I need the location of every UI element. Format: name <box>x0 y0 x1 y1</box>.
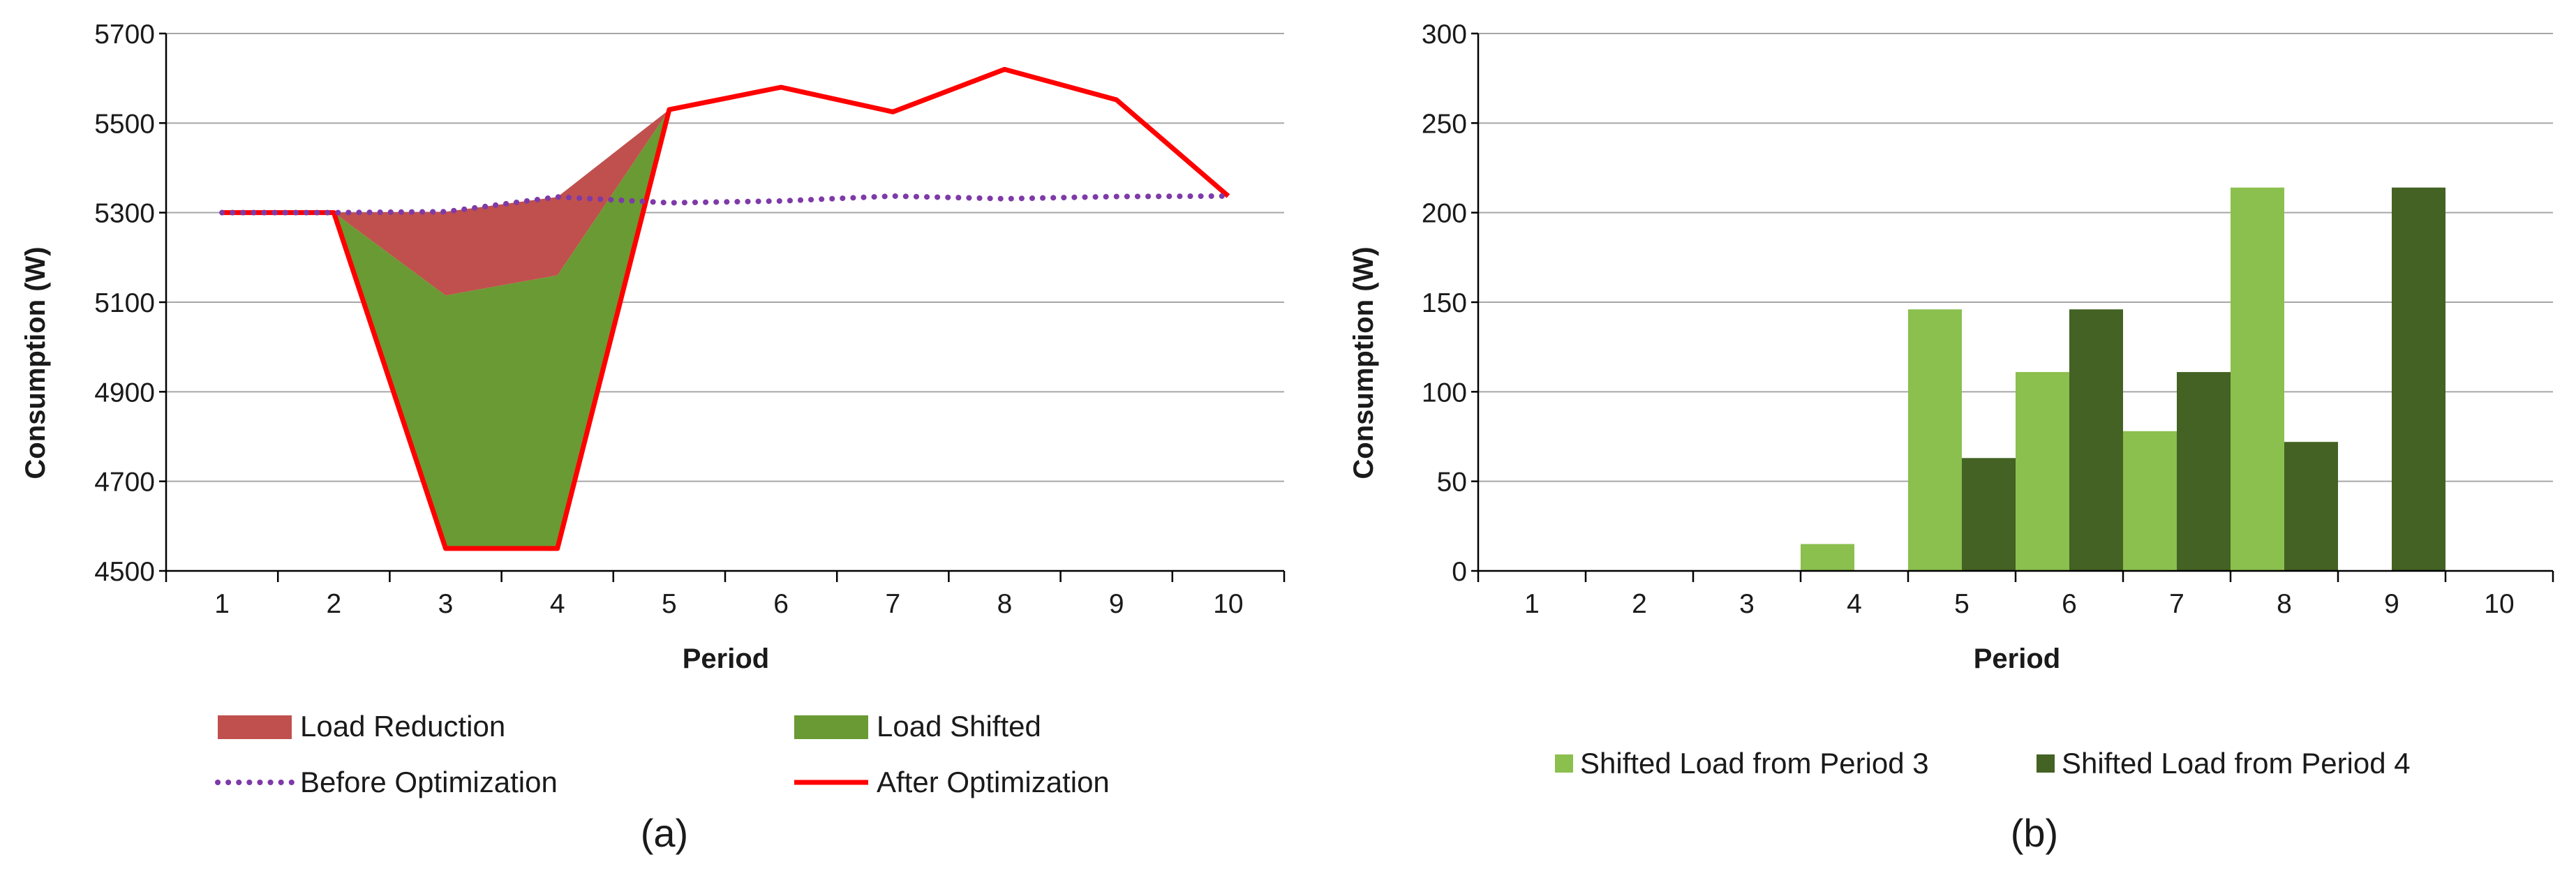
chart-b-x-tick-label: 5 <box>1954 589 1970 619</box>
chart-b-y-tick-labels: 0 50 100 150 200 250 300 <box>1422 20 1467 587</box>
chart-a-x-tick-label: 9 <box>1109 589 1124 619</box>
before-optimization-line <box>219 193 1231 216</box>
bar-shifted-from-period-4 <box>1962 458 2016 571</box>
chart-b-bars <box>1801 187 2445 571</box>
chart-a-legend: Load Reduction Load Shifted Before Optim… <box>215 710 1110 798</box>
legend-item-before-optimization[interactable]: Before Optimization <box>215 766 558 798</box>
chart-b-x-tick-labels: 1 2 3 4 5 6 7 8 9 10 <box>1524 589 2515 619</box>
legend-item-shifted-from-period-3[interactable]: Shifted Load from Period 3 <box>1555 747 1929 780</box>
legend-swatch-load-reduction <box>218 715 292 739</box>
chart-b-x-tick-label: 9 <box>2384 589 2399 619</box>
chart-b-y-tick-label: 250 <box>1422 109 1467 139</box>
load-reduction-area <box>334 110 669 296</box>
chart-b-y-tick-label: 100 <box>1422 378 1467 408</box>
bar-shifted-from-period-4 <box>2177 372 2231 571</box>
chart-a-y-tick-label: 4700 <box>94 468 155 498</box>
legend-label-before-optimization: Before Optimization <box>300 766 558 798</box>
legend-item-load-shifted[interactable]: Load Shifted <box>794 710 1041 743</box>
chart-a-lines <box>219 66 1231 551</box>
chart-b-x-axis-title: Period <box>1974 643 2060 674</box>
chart-a-axes <box>159 32 1286 582</box>
bar-shifted-from-period-4 <box>2392 187 2445 571</box>
chart-a-x-tick-label: 4 <box>550 589 565 619</box>
chart-a-x-tick-label: 10 <box>1213 589 1243 619</box>
chart-a-y-tick-label: 4500 <box>94 557 155 587</box>
chart-b-panel-label: (b) <box>2011 811 2058 855</box>
chart-a-x-tick-label: 3 <box>438 589 454 619</box>
chart-b-y-tick-label: 300 <box>1422 20 1467 50</box>
chart-b-axes <box>1471 32 2554 582</box>
chart-b-x-tick-label: 4 <box>1847 589 1862 619</box>
chart-b-x-tick-label: 1 <box>1524 589 1540 619</box>
legend-swatch-load-shifted <box>794 715 868 739</box>
chart-a-x-tick-label: 8 <box>997 589 1013 619</box>
chart-a-x-tick-label: 5 <box>662 589 677 619</box>
bar-shifted-from-period-3 <box>2016 372 2069 571</box>
legend-item-after-optimization[interactable]: After Optimization <box>794 766 1110 798</box>
legend-item-load-reduction[interactable]: Load Reduction <box>218 710 505 743</box>
bar-shifted-from-period-4 <box>2284 442 2338 571</box>
legend-label-shifted-from-period-4: Shifted Load from Period 4 <box>2062 747 2411 780</box>
chart-a-y-tick-label: 5100 <box>94 288 155 318</box>
legend-label-shifted-from-period-3: Shifted Load from Period 3 <box>1580 747 1929 780</box>
chart-b-x-tick-label: 3 <box>1739 589 1755 619</box>
bar-shifted-from-period-3 <box>2231 187 2284 571</box>
chart-b-y-tick-label: 50 <box>1437 468 1467 498</box>
chart-b-y-tick-label: 200 <box>1422 199 1467 229</box>
chart-b-x-tick-label: 7 <box>2169 589 2184 619</box>
legend-label-load-shifted: Load Shifted <box>877 710 1041 743</box>
chart-a-x-tick-label: 2 <box>326 589 341 619</box>
after-optimization-line <box>222 66 1230 551</box>
chart-b-y-axis-title: Consumption (W) <box>1348 246 1379 479</box>
chart-b-y-tick-label: 0 <box>1452 557 1467 587</box>
chart-a-x-tick-labels: 1 2 3 4 5 6 7 8 9 10 <box>214 589 1243 619</box>
chart-b-x-tick-label: 10 <box>2484 589 2514 619</box>
chart-a: 4500 4700 4900 5100 5300 5500 5700 1 2 3 4 5 6 7 8 9 10… <box>20 20 1286 855</box>
chart-a-y-tick-label: 5700 <box>94 20 155 50</box>
legend-label-load-reduction: Load Reduction <box>300 710 505 743</box>
chart-a-x-tick-label: 7 <box>885 589 900 619</box>
chart-a-y-tick-labels: 4500 4700 4900 5100 5300 5500 5700 <box>94 20 155 587</box>
legend-swatch-shifted-from-period-3 <box>1555 754 1573 773</box>
legend-label-after-optimization: After Optimization <box>877 766 1110 798</box>
chart-a-x-tick-label: 6 <box>773 589 789 619</box>
chart-b-x-tick-label: 6 <box>2062 589 2077 619</box>
chart-a-areas <box>334 110 669 549</box>
chart-b: 0 50 100 150 200 250 300 1 2 3 4 5 6 7 8 9 10 Period Co… <box>1348 20 2554 855</box>
chart-b-x-tick-label: 8 <box>2277 589 2292 619</box>
chart-b-legend: Shifted Load from Period 3 Shifted Load … <box>1555 747 2411 780</box>
bar-shifted-from-period-4 <box>2069 309 2123 571</box>
bar-shifted-from-period-3 <box>1908 309 1962 571</box>
bar-shifted-from-period-3 <box>1801 544 1854 571</box>
chart-a-x-tick-label: 1 <box>214 589 230 619</box>
chart-a-panel-label: (a) <box>641 811 688 855</box>
bar-shifted-from-period-3 <box>2123 431 2177 571</box>
chart-a-x-axis-title: Period <box>683 643 769 674</box>
chart-a-y-axis-title: Consumption (W) <box>20 246 51 479</box>
chart-a-y-tick-label: 5500 <box>94 109 155 139</box>
chart-b-y-tick-label: 150 <box>1422 288 1467 318</box>
chart-b-x-tick-label: 2 <box>1632 589 1647 619</box>
chart-a-y-tick-label: 4900 <box>94 378 155 408</box>
chart-a-y-tick-label: 5300 <box>94 199 155 229</box>
legend-item-shifted-from-period-4[interactable]: Shifted Load from Period 4 <box>2037 747 2411 780</box>
legend-swatch-shifted-from-period-4 <box>2037 754 2055 773</box>
